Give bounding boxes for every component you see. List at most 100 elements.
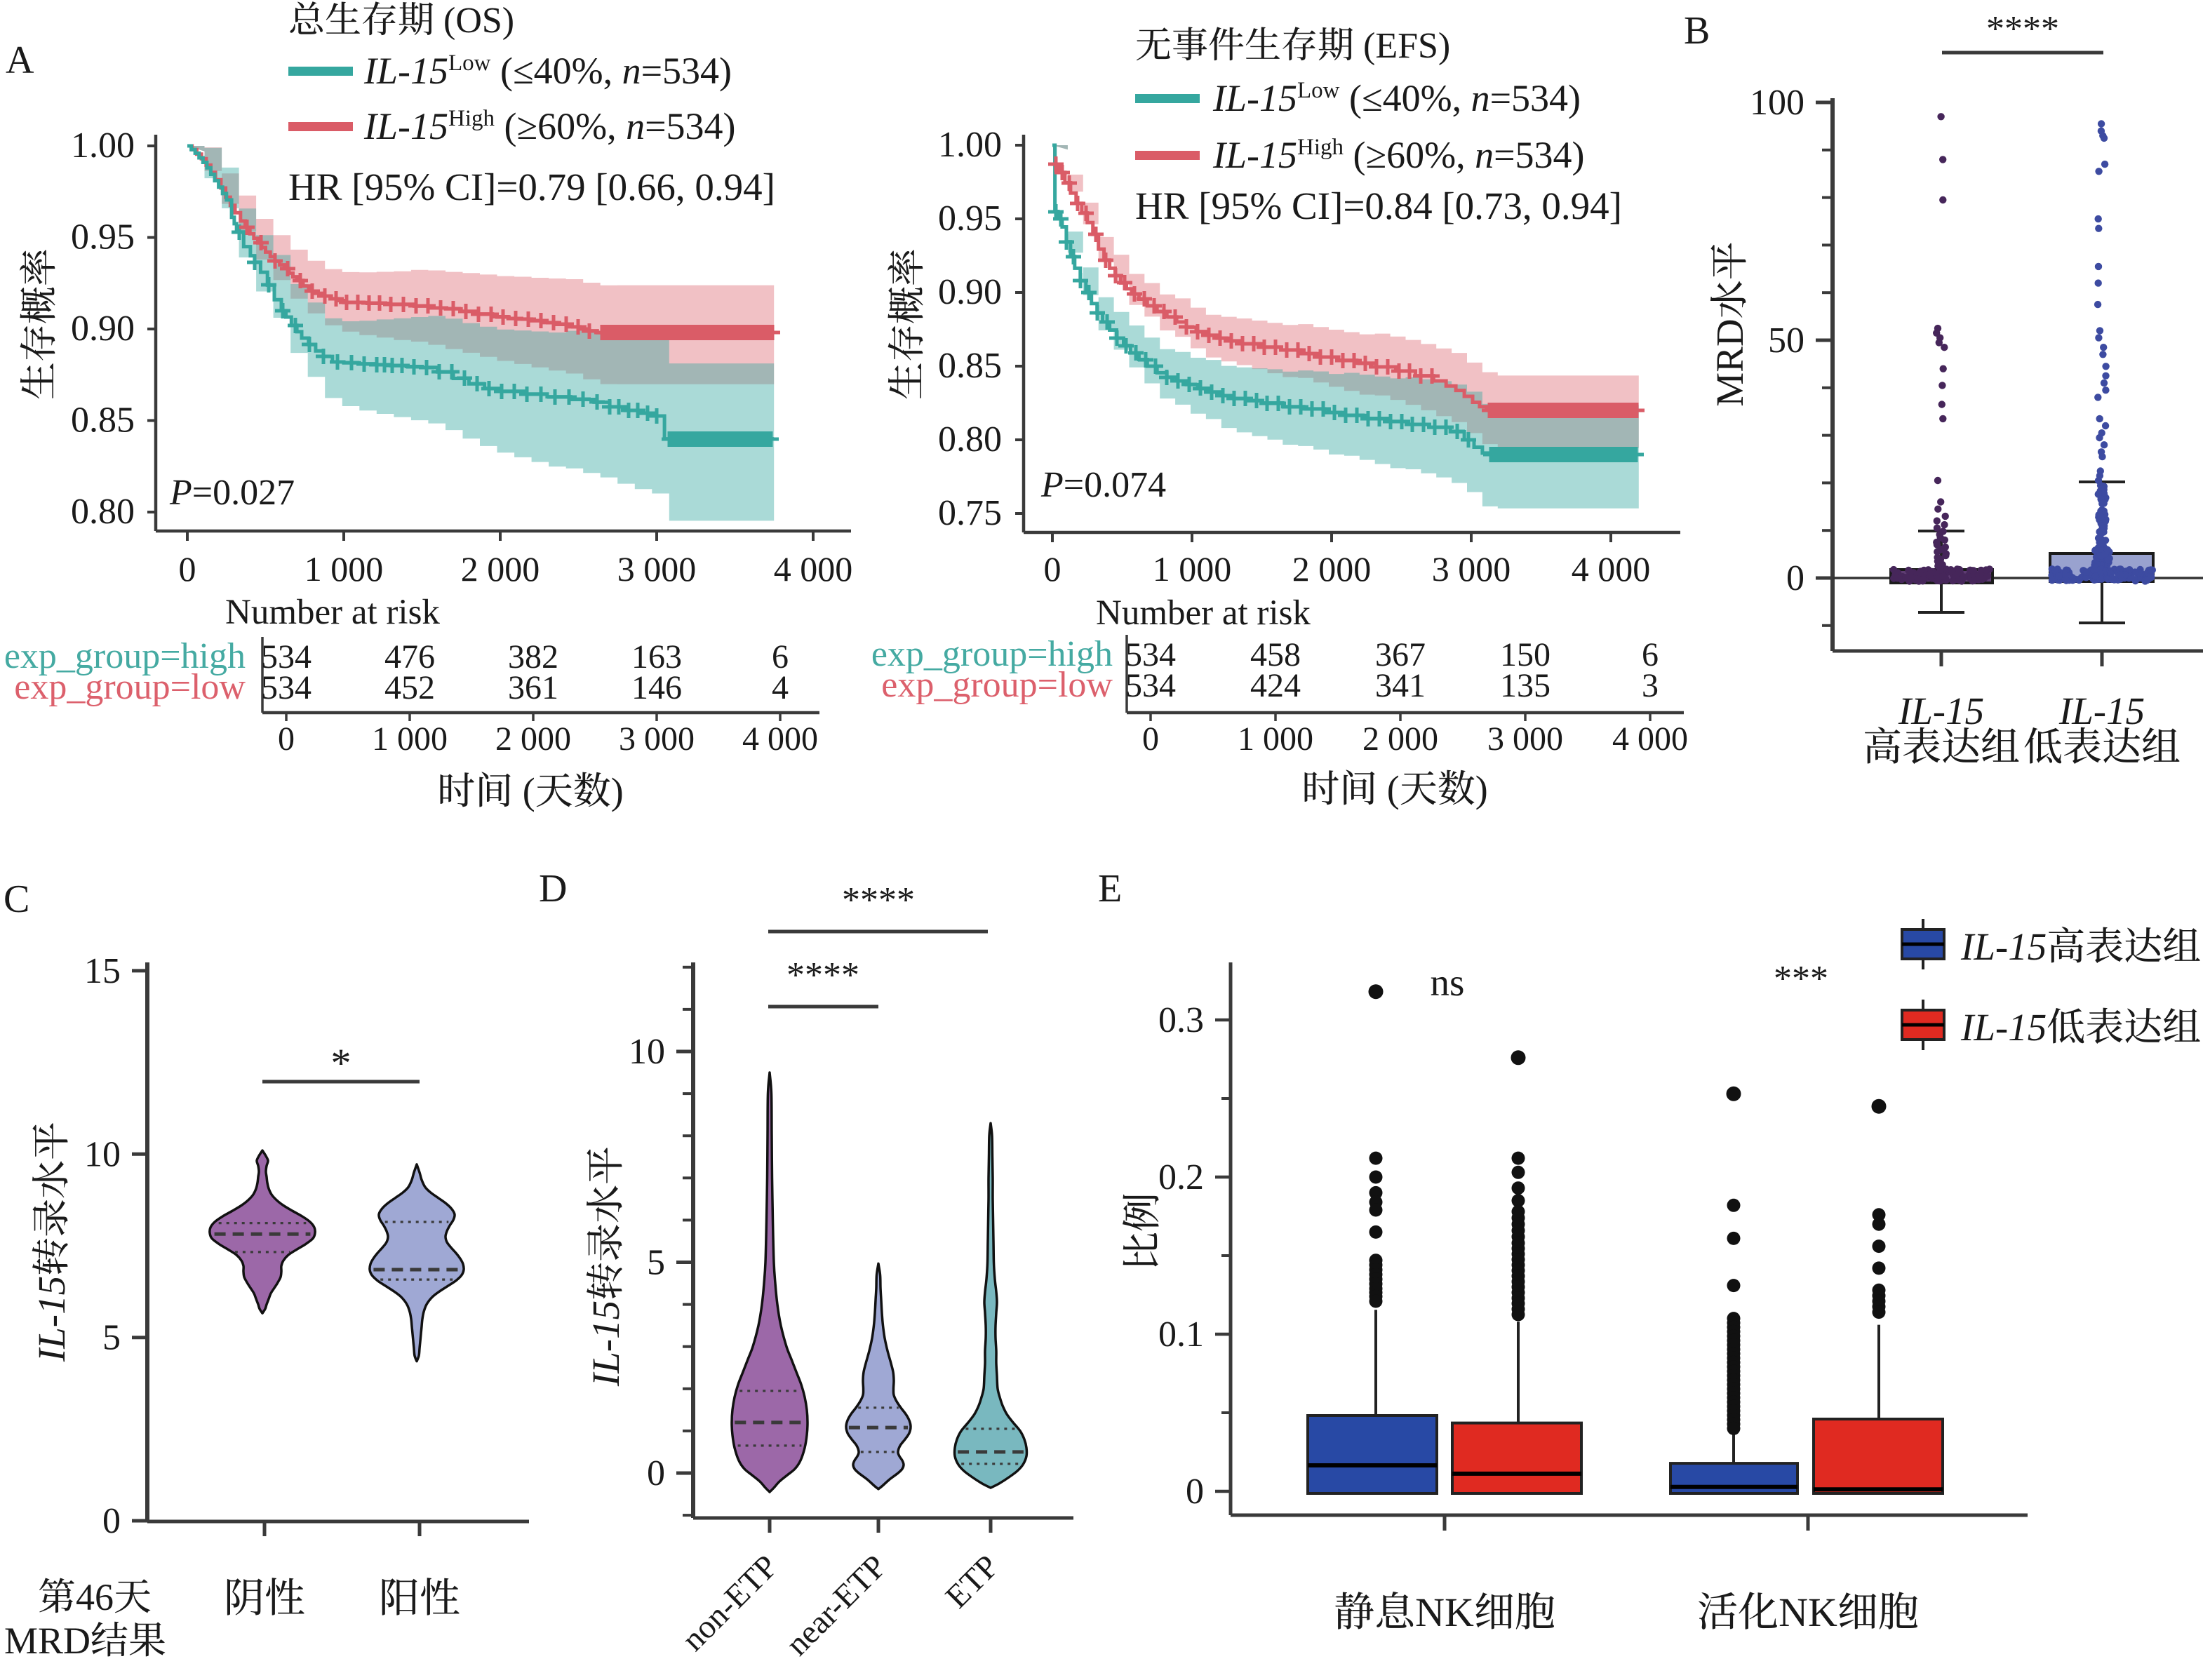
svg-text:50: 50 (1768, 321, 1804, 361)
svg-text:3 000: 3 000 (619, 720, 695, 758)
svg-text:****: **** (786, 955, 859, 995)
svg-text:(: ( (491, 50, 513, 92)
svg-text:1 000: 1 000 (304, 549, 384, 589)
svg-text:(: ( (495, 105, 516, 147)
svg-text:Number at risk: Number at risk (1096, 593, 1311, 633)
svg-text:3 000: 3 000 (617, 549, 697, 589)
svg-text:n: n (1471, 77, 1490, 119)
svg-text:D: D (539, 867, 567, 910)
svg-text:100: 100 (1750, 83, 1804, 123)
svg-text:2 000: 2 000 (1292, 549, 1372, 589)
svg-text:IL-15: IL-15 (363, 50, 448, 92)
svg-text:Number at risk: Number at risk (225, 593, 440, 632)
svg-text:(: ( (1340, 77, 1362, 119)
svg-text:exp_group=low: exp_group=low (14, 667, 246, 707)
svg-text:(: ( (1344, 134, 1365, 176)
svg-text:1 000: 1 000 (1238, 720, 1313, 758)
svg-text:High: High (1297, 135, 1344, 160)
svg-text:≤: ≤ (513, 50, 534, 92)
svg-text:A: A (6, 39, 34, 82)
svg-text:1 000: 1 000 (1153, 549, 1232, 589)
svg-text:534: 534 (1125, 667, 1176, 704)
svg-text:0: 0 (1044, 549, 1062, 589)
svg-text:424: 424 (1250, 667, 1301, 704)
svg-text:4 000: 4 000 (1612, 720, 1688, 758)
svg-text:n: n (626, 105, 645, 147)
svg-text:5: 5 (647, 1243, 665, 1283)
svg-text:0: 0 (1142, 720, 1159, 758)
svg-text:C: C (4, 878, 29, 921)
svg-text:P: P (169, 473, 192, 513)
svg-text:5: 5 (102, 1318, 121, 1358)
svg-text:****: **** (842, 880, 915, 920)
svg-text:4 000: 4 000 (1572, 549, 1651, 589)
svg-text:150: 150 (1500, 636, 1551, 673)
svg-text:High: High (448, 106, 495, 131)
svg-text:0.75: 0.75 (938, 493, 1002, 533)
svg-text:476: 476 (384, 638, 435, 676)
svg-text:=534): =534) (645, 105, 735, 147)
svg-text:≥: ≥ (1366, 134, 1387, 176)
svg-text:4 000: 4 000 (774, 549, 853, 589)
svg-text:10: 10 (629, 1032, 665, 1072)
svg-text:40%,: 40%, (1383, 77, 1471, 119)
svg-text:(EFS): (EFS) (1354, 26, 1450, 66)
svg-text:ns: ns (1431, 961, 1465, 1004)
svg-text:E: E (1098, 867, 1122, 910)
svg-text:1.00: 1.00 (71, 126, 135, 166)
svg-text:452: 452 (384, 669, 435, 706)
svg-text:(: ( (513, 770, 535, 812)
svg-text:NK: NK (1779, 1590, 1837, 1635)
svg-text:10: 10 (84, 1134, 121, 1174)
svg-text:B: B (1684, 9, 1710, 53)
svg-text:2 000: 2 000 (1362, 720, 1438, 758)
svg-text:MRD: MRD (1708, 318, 1751, 406)
svg-text:*: * (331, 1040, 351, 1086)
svg-text:exp_group=high: exp_group=high (871, 634, 1113, 674)
svg-text:0.90: 0.90 (71, 309, 135, 349)
svg-text:0: 0 (179, 549, 196, 589)
svg-text:3 000: 3 000 (1487, 720, 1563, 758)
svg-text:****: **** (1986, 9, 2059, 49)
svg-text:1.00: 1.00 (938, 125, 1002, 165)
svg-text:n: n (1475, 134, 1494, 176)
svg-text:0.90: 0.90 (938, 272, 1002, 312)
svg-text:4 000: 4 000 (742, 720, 818, 758)
svg-text:≤: ≤ (1362, 77, 1383, 119)
svg-text:534: 534 (261, 638, 312, 676)
svg-text:=0.074: =0.074 (1064, 465, 1166, 505)
svg-text:534: 534 (1125, 636, 1176, 673)
svg-text:0.85: 0.85 (938, 346, 1002, 386)
svg-text:NK: NK (1415, 1590, 1474, 1635)
svg-text:(OS): (OS) (434, 1, 514, 41)
svg-text:IL-15: IL-15 (1960, 1006, 2047, 1049)
svg-text:534: 534 (261, 669, 312, 706)
svg-text:382: 382 (508, 638, 558, 676)
svg-text:0.2: 0.2 (1158, 1157, 1204, 1197)
svg-text:=534): =534) (1490, 77, 1581, 119)
svg-text:IL-15: IL-15 (363, 105, 448, 147)
svg-text:0.95: 0.95 (938, 199, 1002, 238)
svg-text:0: 0 (647, 1453, 665, 1493)
svg-text:exp_group=high: exp_group=high (4, 636, 246, 676)
svg-text:HR [95% CI]=0.79 [0.66, 0.94]: HR [95% CI]=0.79 [0.66, 0.94] (288, 166, 775, 208)
svg-text:=0.027: =0.027 (192, 473, 295, 513)
svg-text:exp_group=low: exp_group=low (881, 665, 1113, 705)
svg-text:0.3: 0.3 (1158, 1000, 1204, 1040)
svg-text:46: 46 (76, 1576, 114, 1618)
svg-text:IL-15: IL-15 (1212, 134, 1297, 176)
svg-text:163: 163 (631, 638, 682, 676)
svg-text:P: P (1040, 465, 1064, 505)
svg-text:6: 6 (772, 638, 789, 676)
svg-text:341: 341 (1375, 667, 1426, 704)
svg-text:0.85: 0.85 (71, 401, 135, 441)
svg-text:3 000: 3 000 (1432, 549, 1511, 589)
svg-text:15: 15 (84, 951, 121, 991)
svg-text:MRD: MRD (4, 1620, 91, 1662)
svg-text:3: 3 (1642, 667, 1659, 704)
svg-text:458: 458 (1250, 636, 1301, 673)
svg-text:146: 146 (631, 669, 682, 706)
svg-text:135: 135 (1500, 667, 1551, 704)
svg-text:361: 361 (508, 669, 558, 706)
svg-text:2 000: 2 000 (495, 720, 571, 758)
